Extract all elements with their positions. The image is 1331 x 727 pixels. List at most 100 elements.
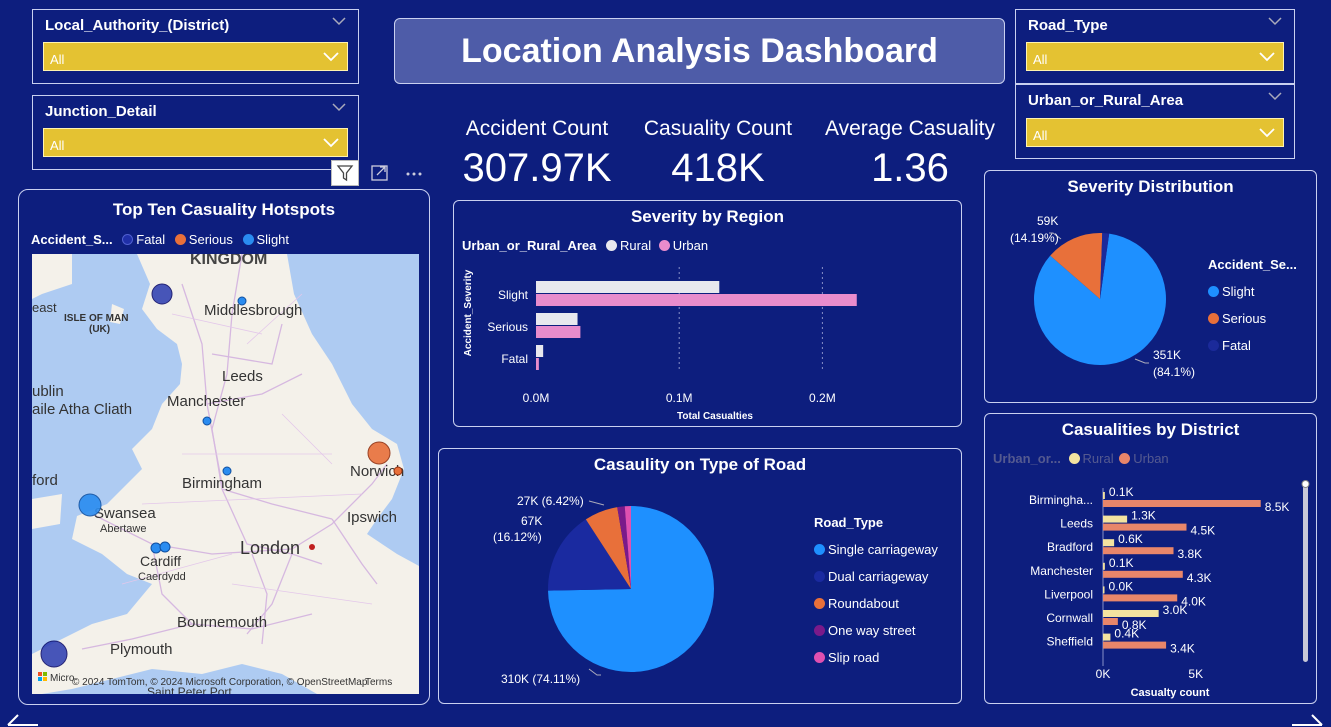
hotspot-slight-cardiff-1[interactable] [150, 542, 162, 554]
slicer-dropdown[interactable]: All [43, 128, 348, 157]
data-label: 0.4K [1114, 627, 1139, 641]
legend-serious: Serious [1222, 311, 1267, 326]
bar-rural-birmingha[interactable] [1103, 492, 1105, 499]
severity-slice-fatal[interactable] [1100, 233, 1110, 299]
map-label-east: east [32, 300, 57, 315]
slice-pct-slight: (84.1%) [1153, 365, 1195, 379]
scrollbar[interactable] [1303, 484, 1308, 662]
chevron-down-icon[interactable] [1268, 91, 1282, 101]
bar-urban-serious[interactable] [536, 326, 581, 338]
x-tick-label: 0.1M [666, 391, 693, 405]
forward-arrow-icon[interactable] [1290, 709, 1326, 727]
slicer-label: Urban_or_Rural_Area [1028, 92, 1184, 109]
map-legend: Accident_S... Fatal Serious Slight [31, 232, 289, 247]
leader-line [1049, 232, 1062, 240]
x-tick-label: 0K [1096, 667, 1111, 681]
bar-urban-bradford[interactable] [1103, 547, 1174, 555]
bar-urban-slight[interactable] [536, 294, 857, 306]
data-label: 0.0K [1109, 579, 1134, 593]
slicer-junction-detail: Junction_Detail All [32, 95, 359, 170]
category-label: Bradford [1047, 540, 1093, 554]
hotspot-slight-manchester[interactable] [202, 416, 212, 426]
bar-urban-sheffield[interactable] [1103, 641, 1167, 649]
bar-rural-bradford[interactable] [1103, 539, 1115, 547]
map-label-dublin: ublin [32, 383, 64, 400]
map-canvas[interactable]: KINGDOM east ISLE OF MAN (UK) Middlesbro… [32, 254, 419, 694]
data-label: 4.3K [1187, 571, 1212, 585]
hotspot-slight-birmingham[interactable] [222, 466, 232, 476]
slicer-dropdown[interactable]: All [1026, 118, 1284, 147]
bar-rural-sheffield[interactable] [1103, 633, 1111, 641]
chevron-down-icon[interactable] [332, 102, 346, 112]
data-label: 0.1K [1109, 556, 1134, 570]
district-title: Casualities by District [1061, 420, 1240, 439]
hotspot-slight-swansea[interactable] [78, 493, 102, 517]
chevron-down-icon [1259, 128, 1275, 138]
map-label-plymouth: Plymouth [110, 641, 173, 658]
road-slice-single-carriageway[interactable] [548, 506, 714, 672]
slice-pct-dual-carriageway: (16.12%) [493, 530, 542, 544]
road-slice-roundabout[interactable] [585, 507, 631, 589]
severity-slice-slight[interactable] [1034, 233, 1166, 365]
hotspot-serious-norwich[interactable] [367, 441, 391, 465]
bar-rural-cornwall[interactable] [1103, 610, 1159, 617]
slicer-label: Road_Type [1028, 17, 1108, 34]
bar-urban-fatal[interactable] [536, 358, 539, 370]
hotspot-serious-norwich-small[interactable] [393, 466, 403, 476]
map-legend-title: Accident_S... [31, 232, 113, 247]
category-label: Birmingha... [1029, 493, 1093, 507]
x-axis-title: Casualty count [1131, 687, 1210, 699]
kpi-casualty-count-label: Casuality Count [643, 117, 793, 140]
bar-rural-manchester[interactable] [1103, 562, 1105, 570]
data-label: 4.0K [1181, 594, 1206, 608]
bar-urban-birmingha[interactable] [1103, 500, 1261, 507]
slicer-local-authority: Local_Authority_(District) All [32, 9, 359, 84]
slicer-value: All [50, 138, 65, 153]
data-label: 0.6K [1118, 532, 1143, 546]
bar-rural-fatal[interactable] [536, 345, 544, 357]
hotspot-fatal-plymouth[interactable] [40, 640, 68, 668]
road-slice-one-way-street[interactable] [617, 506, 631, 589]
map-legend-slight: Slight [256, 232, 290, 247]
hotspot-slight-cardiff-2[interactable] [159, 541, 171, 553]
data-label: 3.4K [1170, 642, 1195, 656]
bar-urban-manchester[interactable] [1103, 570, 1183, 578]
slicer-dropdown[interactable]: All [1026, 42, 1284, 71]
bar-rural-serious[interactable] [536, 313, 578, 325]
map-label-middlesbrough: Middlesbrough [204, 302, 302, 319]
bar-rural-slight[interactable] [536, 281, 720, 293]
back-arrow-icon[interactable] [4, 709, 40, 727]
map-terms-link[interactable]: Terms [365, 677, 392, 688]
more-options-icon[interactable] [400, 160, 428, 186]
bar-rural-liverpool[interactable] [1103, 586, 1105, 594]
legend-dual-carriageway: Dual carriageway [828, 569, 929, 584]
map-label-baile: aile Atha Cliath [32, 401, 132, 418]
road-slice-dual-carriageway[interactable] [548, 519, 631, 591]
hotspot-fatal-north[interactable] [151, 283, 173, 305]
legend-roundabout: Roundabout [828, 596, 899, 611]
slicer-label: Junction_Detail [45, 103, 157, 120]
focus-mode-icon[interactable] [366, 160, 394, 186]
legend-rural: Rural [1082, 451, 1114, 466]
legend-title: Road_Type [814, 515, 884, 530]
bar-rural-leeds[interactable] [1103, 515, 1128, 523]
map-label-bournemouth: Bournemouth [177, 614, 267, 631]
bar-urban-liverpool[interactable] [1103, 594, 1178, 602]
chevron-down-icon[interactable] [332, 16, 346, 26]
slicer-dropdown[interactable]: All [43, 42, 348, 71]
scrollbar-handle[interactable] [1301, 480, 1310, 488]
y-axis-title: Accident_Severity [463, 269, 474, 356]
bar-urban-leeds[interactable] [1103, 523, 1187, 531]
slice-label-slight: 351K [1153, 348, 1181, 362]
map-label-uk: (UK) [89, 324, 110, 335]
map-label-caerdydd: Caerdydd [138, 571, 186, 583]
severity-slice-serious[interactable] [1050, 233, 1103, 299]
chevron-down-icon[interactable] [1268, 16, 1282, 26]
x-tick-label: 5K [1188, 667, 1203, 681]
road-slice-slip-road[interactable] [624, 506, 631, 589]
filter-icon[interactable] [331, 160, 359, 186]
bar-urban-cornwall[interactable] [1103, 618, 1118, 625]
legend-title: Urban_or_Rural_Area [462, 238, 597, 253]
hotspot-slight-middlesbrough[interactable] [237, 296, 247, 306]
category-label: Manchester [1030, 564, 1093, 578]
